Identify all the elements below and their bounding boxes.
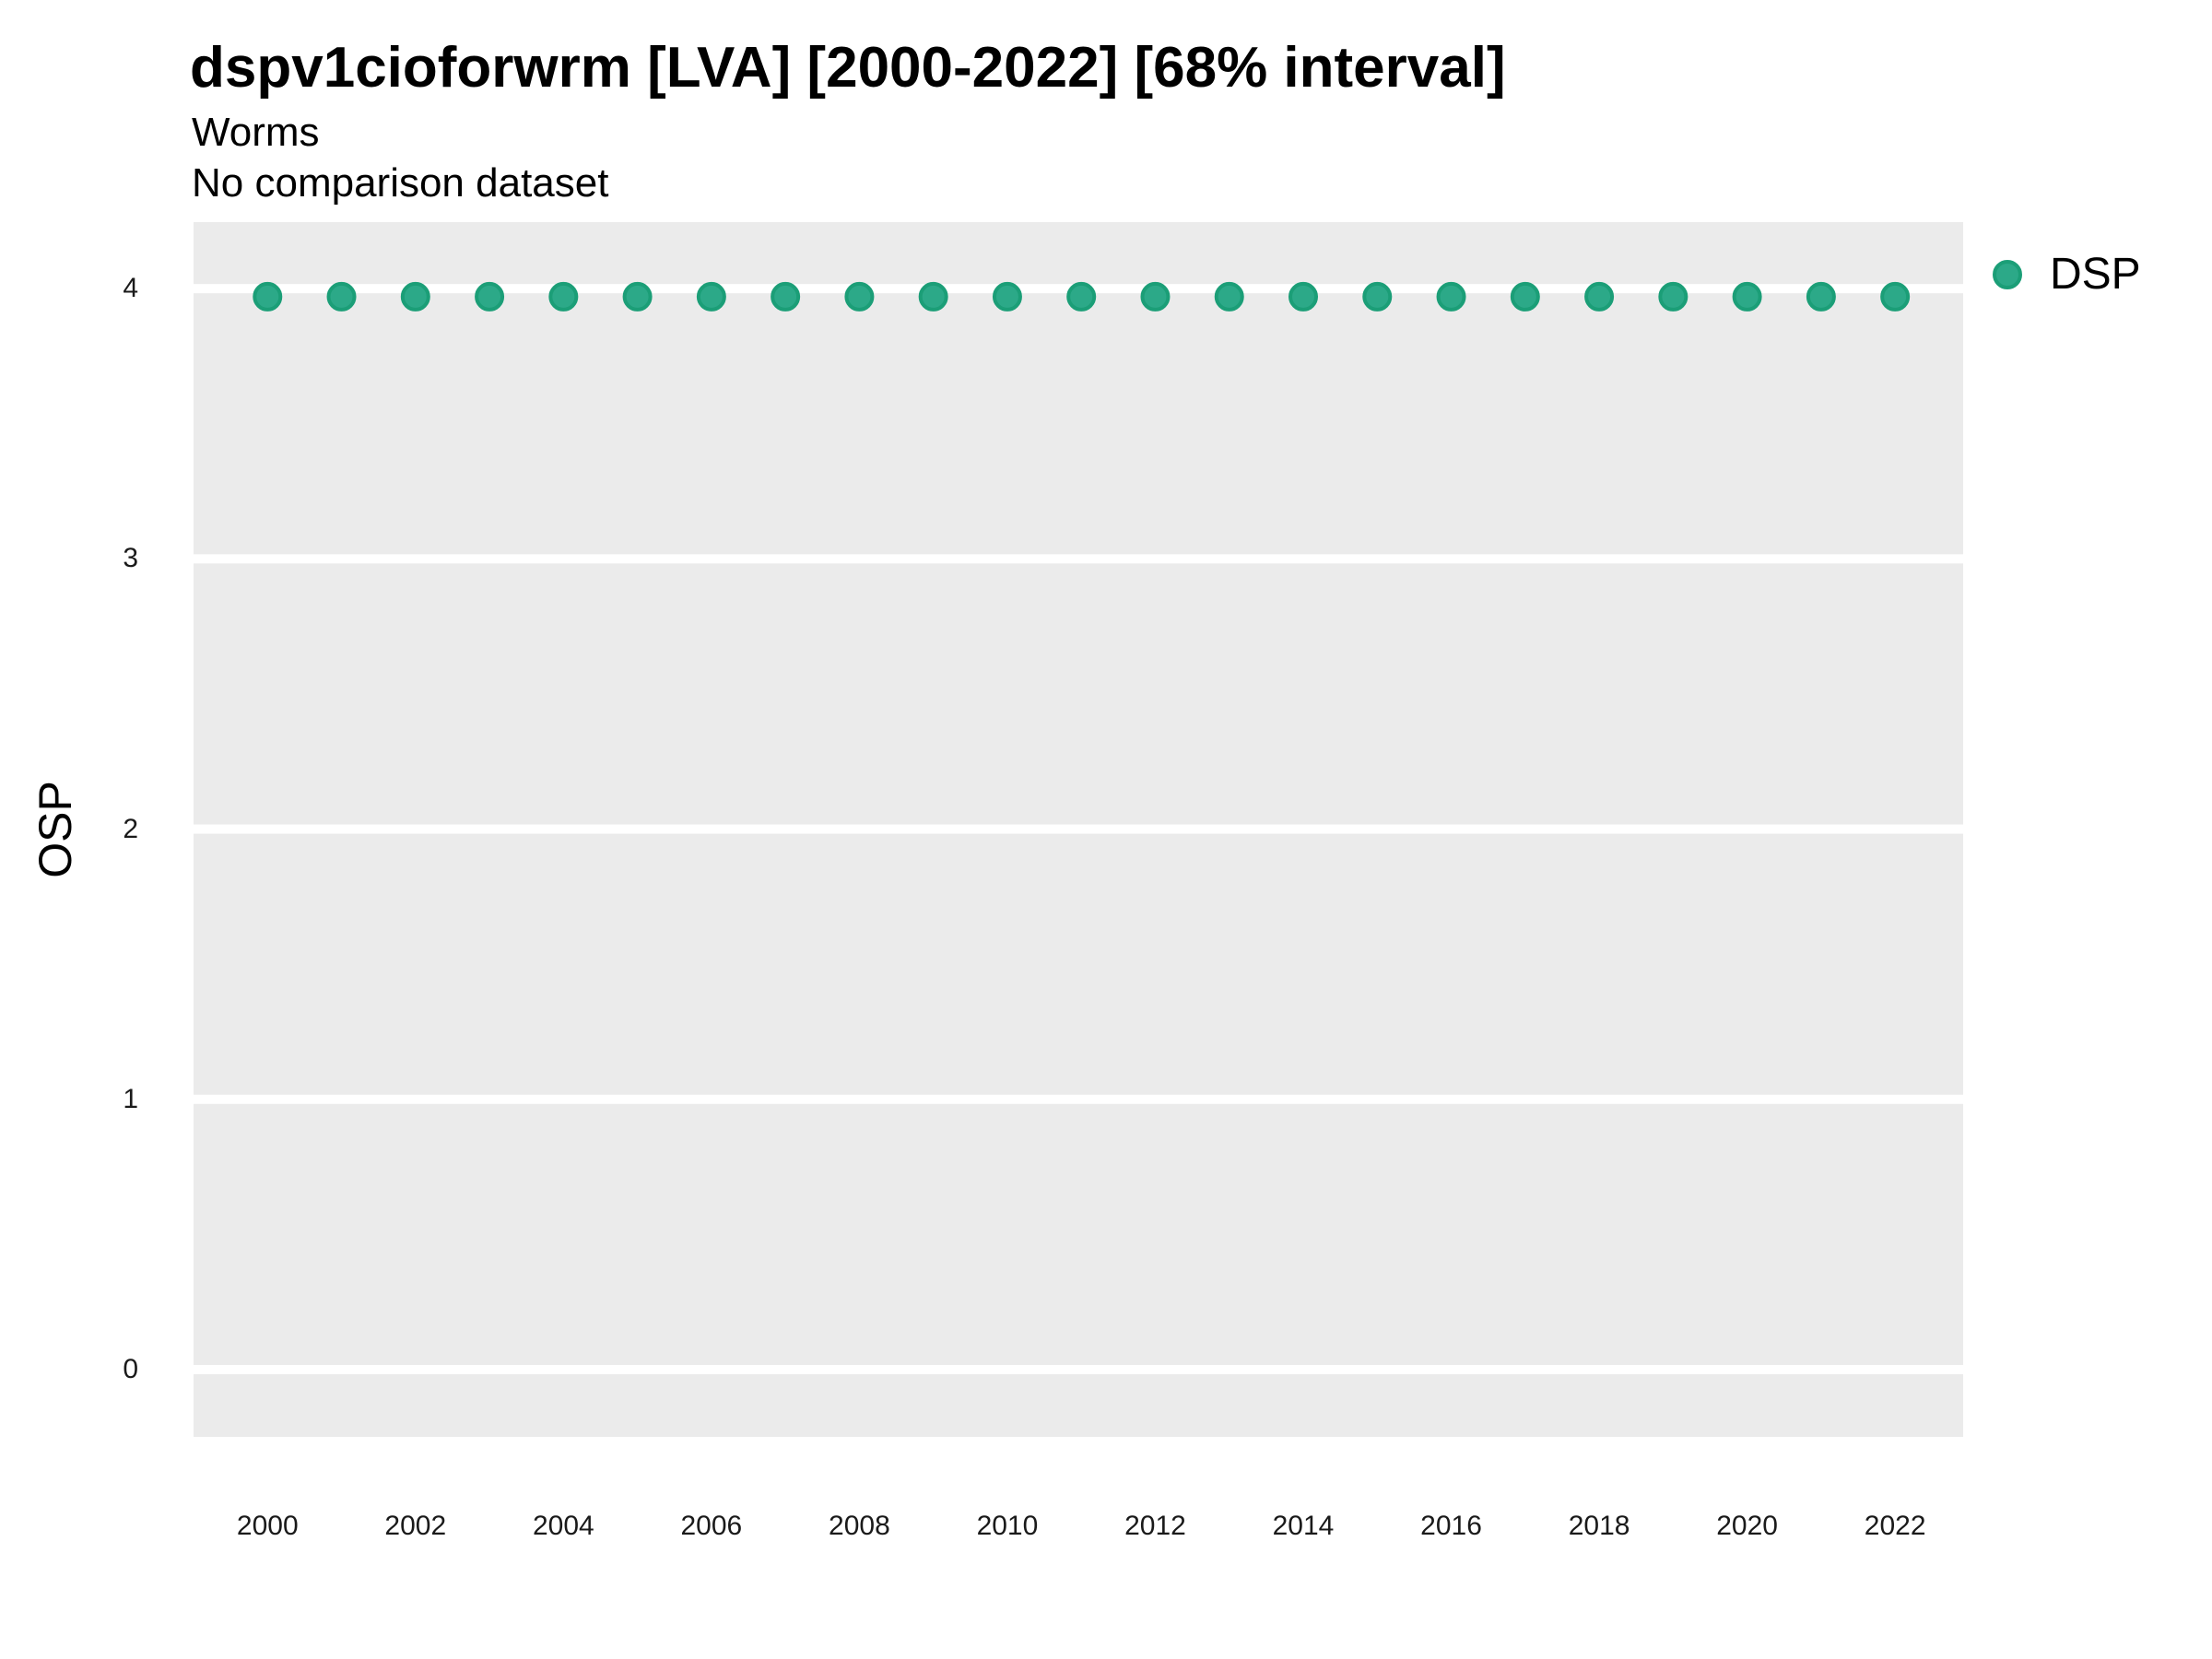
plot-panel [194, 222, 1963, 1437]
data-point-dsp-2011 [1066, 281, 1097, 312]
data-point-dsp-2004 [548, 281, 579, 312]
data-point-dsp-2007 [771, 281, 801, 312]
data-point-dsp-2005 [622, 281, 653, 312]
data-point-dsp-2001 [326, 281, 357, 312]
legend: DSP [1989, 249, 2141, 300]
data-point-dsp-2009 [918, 281, 948, 312]
legend-point-glyph [1993, 260, 2022, 289]
data-point-dsp-2021 [1806, 281, 1836, 312]
gridline-y-1 [194, 1094, 1963, 1104]
x-tick-label-2004: 2004 [532, 1511, 594, 1541]
data-point-dsp-2013 [1214, 281, 1244, 312]
y-tick-label-2: 2 [123, 813, 138, 844]
data-point-dsp-2020 [1732, 281, 1762, 312]
data-point-dsp-2003 [475, 281, 505, 312]
x-tick-label-2010: 2010 [976, 1511, 1039, 1541]
chart-title: dspv1cioforwrm [LVA] [2000-2022] [68% in… [190, 36, 1506, 100]
data-point-dsp-2017 [1510, 281, 1540, 312]
data-point-dsp-2022 [1880, 281, 1911, 312]
data-point-dsp-2000 [253, 281, 283, 312]
x-tick-label-2002: 2002 [384, 1511, 447, 1541]
chart-subtitle: Worms No comparison dataset [192, 107, 608, 208]
data-point-dsp-2002 [400, 281, 430, 312]
x-tick-label-2016: 2016 [1420, 1511, 1482, 1541]
data-point-dsp-2018 [1584, 281, 1615, 312]
x-tick-label-2020: 2020 [1716, 1511, 1778, 1541]
data-point-dsp-2008 [844, 281, 875, 312]
x-tick-label-2022: 2022 [1864, 1511, 1926, 1541]
x-tick-label-2008: 2008 [829, 1511, 890, 1541]
data-point-dsp-2016 [1436, 281, 1466, 312]
x-tick-label-2018: 2018 [1568, 1511, 1630, 1541]
legend-point-icon [1993, 260, 2022, 289]
data-point-dsp-2012 [1140, 281, 1171, 312]
gridline-y-0 [194, 1364, 1963, 1374]
data-point-dsp-2010 [992, 281, 1022, 312]
gridline-y-2 [194, 824, 1963, 834]
data-point-dsp-2014 [1288, 281, 1319, 312]
gridline-y-3 [194, 554, 1963, 564]
plot-area [194, 222, 1963, 1437]
legend-label: DSP [2050, 250, 2141, 299]
y-tick-label-3: 3 [123, 543, 138, 574]
x-tick-label-2012: 2012 [1124, 1511, 1186, 1541]
y-tick-label-1: 1 [123, 1083, 138, 1114]
x-tick-label-2000: 2000 [236, 1511, 299, 1541]
chart-subtitle-line-1: Worms [192, 110, 320, 155]
x-tick-label-2014: 2014 [1272, 1511, 1335, 1541]
data-point-dsp-2015 [1362, 281, 1393, 312]
y-tick-label-4: 4 [123, 273, 138, 304]
y-tick-label-0: 0 [123, 1353, 138, 1384]
data-point-dsp-2019 [1658, 281, 1688, 312]
x-tick-label-2006: 2006 [680, 1511, 743, 1541]
data-point-dsp-2006 [696, 281, 726, 312]
chart-subtitle-line-2: No comparison dataset [192, 160, 609, 206]
